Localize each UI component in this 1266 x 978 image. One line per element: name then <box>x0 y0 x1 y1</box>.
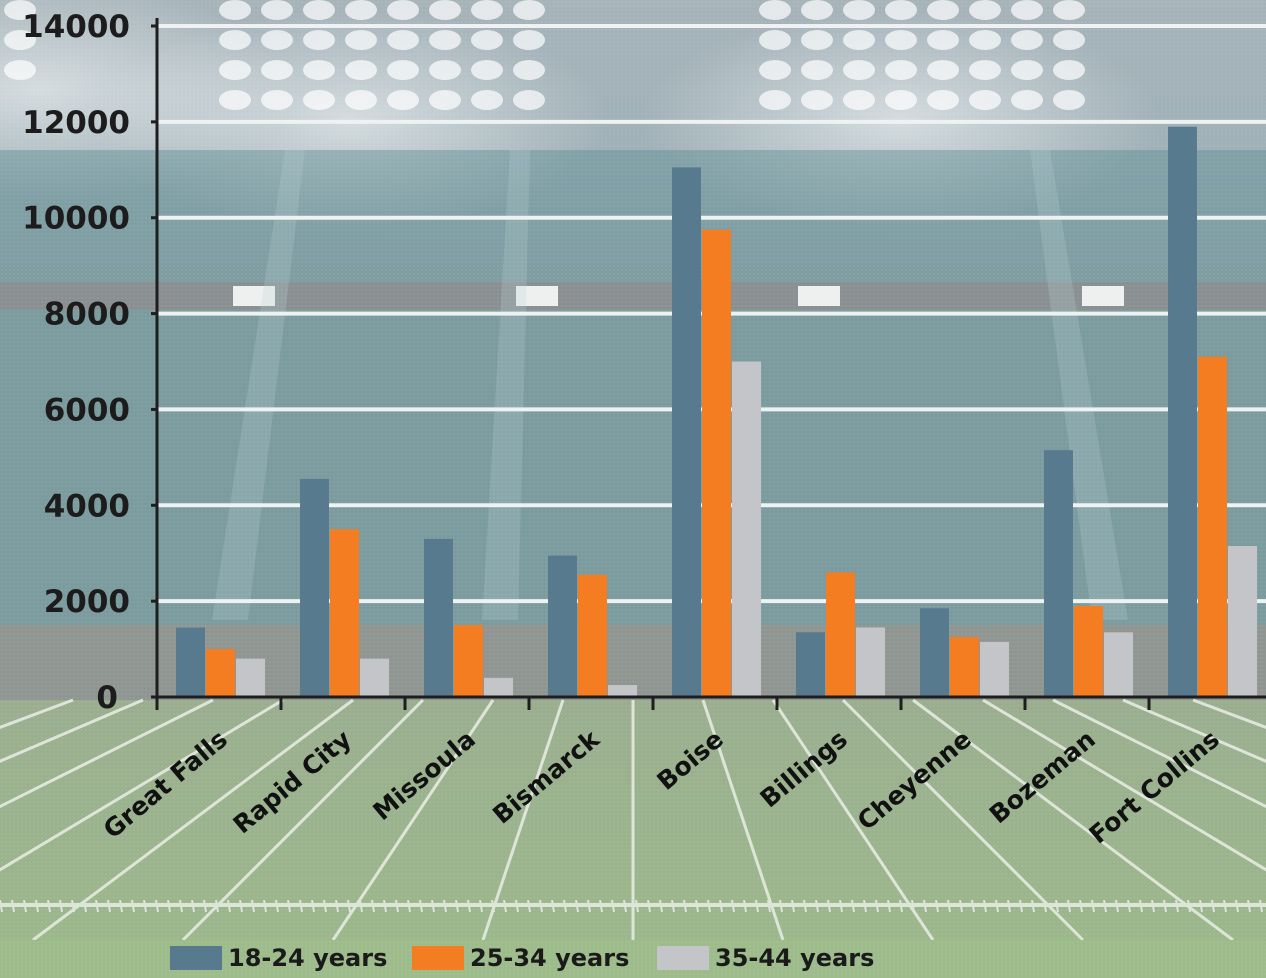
bar-25-34-years-missoula <box>454 625 483 697</box>
bar-25-34-years-boise <box>702 229 731 698</box>
bar-18-24-years-fort-collins <box>1168 126 1197 697</box>
bar-25-34-years-bozeman <box>1074 605 1103 697</box>
legend-swatch <box>657 946 709 970</box>
y-tick-label: 10000 <box>22 201 130 237</box>
bar-25-34-years-billings <box>826 572 855 697</box>
bar-25-34-years-great-falls <box>206 649 235 697</box>
bar-35-44-years-bismarck <box>608 685 637 697</box>
bar-18-24-years-bozeman <box>1044 450 1073 697</box>
bars <box>176 126 1257 698</box>
bar-18-24-years-rapid-city <box>300 478 329 697</box>
y-tick-label: 6000 <box>44 392 130 428</box>
bar-35-44-years-cheyenne <box>980 641 1009 697</box>
bar-35-44-years-bozeman <box>1104 632 1133 697</box>
legend-label: 25-34 years <box>470 944 629 972</box>
y-axis-tick-labels: 0 2000 4000 6000 8000 10000 12000 14000 <box>22 9 130 716</box>
bar-18-24-years-great-falls <box>176 627 205 697</box>
legend: 18-24 years 25-34 years 35-44 years <box>170 944 874 972</box>
legend-item: 18-24 years <box>170 944 387 972</box>
axes <box>151 18 1266 710</box>
legend-item: 35-44 years <box>657 944 874 972</box>
legend-swatch <box>412 946 464 970</box>
bar-35-44-years-great-falls <box>236 658 265 697</box>
bar-25-34-years-fort-collins <box>1198 356 1227 697</box>
bar-18-24-years-missoula <box>424 538 453 697</box>
bar-25-34-years-cheyenne <box>950 637 979 697</box>
bar-35-44-years-fort-collins <box>1228 546 1257 697</box>
legend-label: 18-24 years <box>228 944 387 972</box>
bar-18-24-years-billings <box>796 632 825 697</box>
bar-25-34-years-rapid-city <box>330 529 359 697</box>
bar-25-34-years-bismarck <box>578 574 607 697</box>
bar-35-44-years-rapid-city <box>360 658 389 697</box>
bar-35-44-years-missoula <box>484 677 513 697</box>
bar-18-24-years-boise <box>672 167 701 697</box>
y-tick-label: 12000 <box>22 105 130 141</box>
y-tick-label: 4000 <box>44 488 130 524</box>
legend-item: 25-34 years <box>412 944 629 972</box>
y-tick-label: 0 <box>96 680 118 716</box>
y-tick-label: 14000 <box>22 9 130 45</box>
y-tick-label: 8000 <box>44 297 130 333</box>
legend-label: 35-44 years <box>715 944 874 972</box>
legend-swatch <box>170 946 222 970</box>
bar-35-44-years-boise <box>732 361 761 697</box>
bar-18-24-years-cheyenne <box>920 608 949 697</box>
bar-18-24-years-bismarck <box>548 555 577 697</box>
y-tick-label: 2000 <box>44 584 130 620</box>
bar-35-44-years-billings <box>856 627 885 697</box>
